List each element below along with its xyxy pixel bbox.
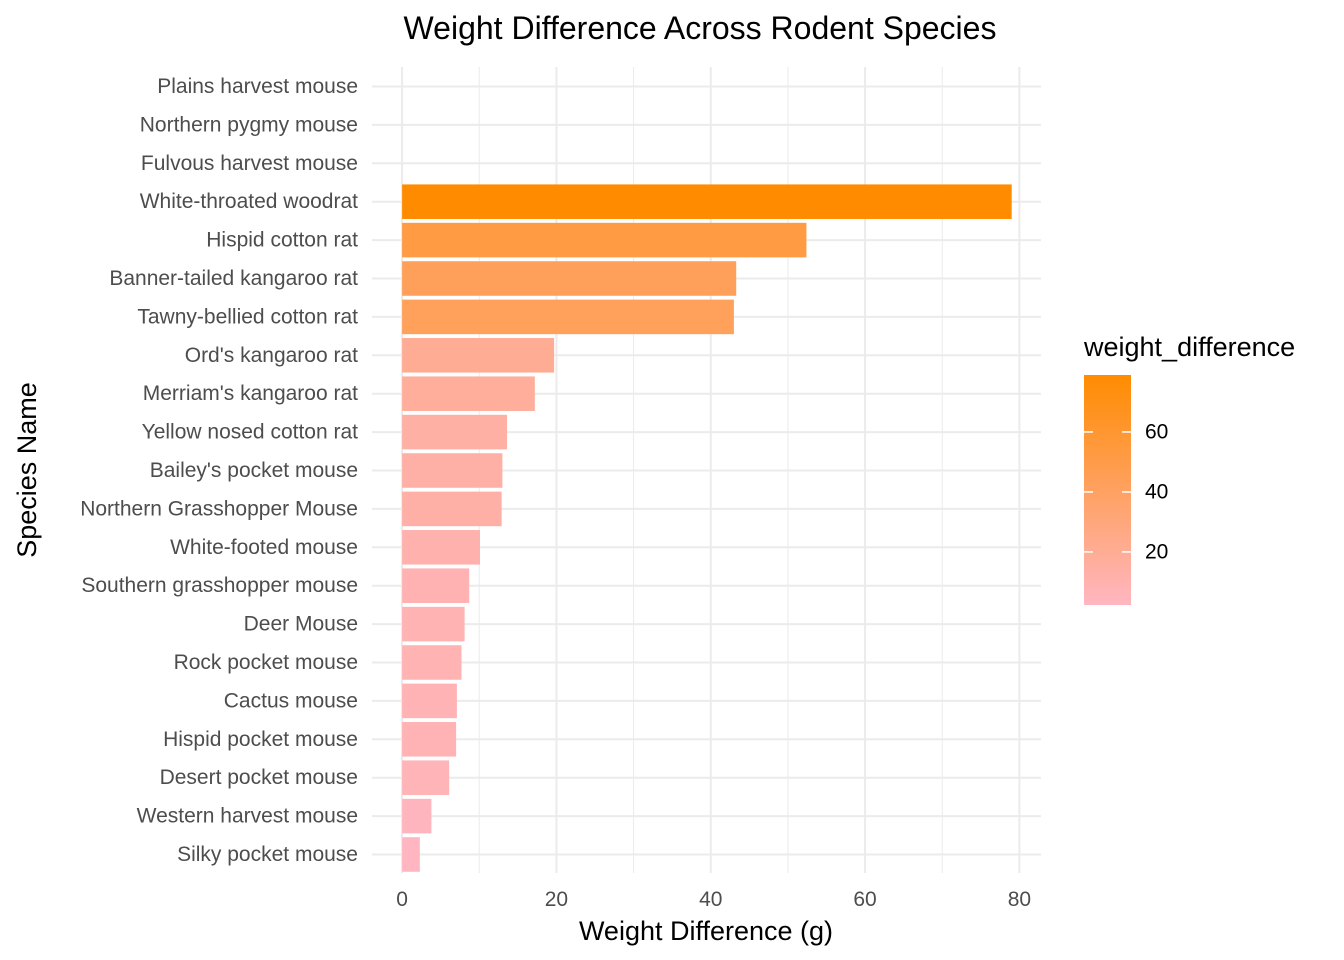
legend-breaks: 20 40 60 [1084, 420, 1168, 563]
bar [402, 338, 555, 373]
bar [402, 184, 1012, 219]
y-tick-label: Plains harvest mouse [157, 75, 358, 98]
y-tick-label: Fulvous harvest mouse [141, 152, 358, 175]
y-tick-label: Deer Mouse [244, 613, 358, 636]
y-tick-label: Rock pocket mouse [174, 651, 358, 674]
y-tick-labels: Plains harvest mouse Northern pygmy mouse… [80, 75, 358, 866]
legend-title: weight_difference [1083, 332, 1295, 362]
y-tick-label: White-footed mouse [170, 536, 358, 559]
legend-colorbar [1084, 375, 1131, 605]
y-tick-label: Banner-tailed kangaroo rat [109, 267, 358, 290]
y-tick-label: Hispid pocket mouse [163, 728, 358, 751]
x-axis-title: Weight Difference (g) [579, 916, 833, 946]
legend-break-label: 20 [1145, 540, 1168, 563]
bar [402, 722, 457, 757]
bar [402, 683, 457, 719]
bar [402, 299, 734, 335]
bars [402, 184, 1012, 872]
y-axis-title: Species Name [12, 382, 42, 558]
bar [402, 376, 535, 411]
y-tick-label: Ord's kangaroo rat [185, 344, 358, 367]
y-tick-label: Bailey's pocket mouse [150, 459, 358, 482]
bar [402, 414, 508, 450]
x-tick-label: 80 [1008, 888, 1031, 911]
y-tick-label: Western harvest mouse [137, 805, 358, 828]
y-tick-label: Yellow nosed cotton rat [142, 421, 359, 444]
bar [402, 491, 502, 527]
bar [402, 798, 432, 834]
y-tick-label: White-throated woodrat [140, 190, 358, 213]
bar [402, 837, 420, 872]
bar [402, 645, 462, 680]
bar [402, 222, 807, 258]
bar [402, 453, 503, 488]
y-tick-label: Northern pygmy mouse [140, 113, 358, 136]
legend-break-label: 40 [1145, 480, 1168, 503]
y-tick-label: Desert pocket mouse [160, 766, 358, 789]
y-tick-label: Cactus mouse [224, 689, 358, 712]
x-tick-label: 0 [396, 888, 408, 911]
x-tick-labels: 0 20 40 60 80 [396, 888, 1031, 911]
y-tick-label: Tawny-bellied cotton rat [137, 305, 358, 328]
chart-title: Weight Difference Across Rodent Species [404, 10, 997, 46]
y-tick-label: Merriam's kangaroo rat [143, 382, 358, 405]
bar [402, 760, 450, 795]
x-tick-label: 20 [545, 888, 568, 911]
bar [402, 261, 737, 296]
y-tick-label: Northern Grasshopper Mouse [80, 497, 358, 520]
bar [402, 568, 470, 603]
x-tick-label: 60 [853, 888, 876, 911]
x-tick-label: 40 [699, 888, 722, 911]
y-tick-label: Hispid cotton rat [206, 229, 358, 252]
y-tick-label: Southern grasshopper mouse [81, 574, 358, 597]
legend-break-label: 60 [1145, 420, 1168, 443]
legend: weight_difference 20 40 60 [1083, 332, 1295, 605]
bar [402, 530, 481, 565]
bar [402, 606, 465, 642]
y-tick-label: Silky pocket mouse [177, 843, 358, 866]
